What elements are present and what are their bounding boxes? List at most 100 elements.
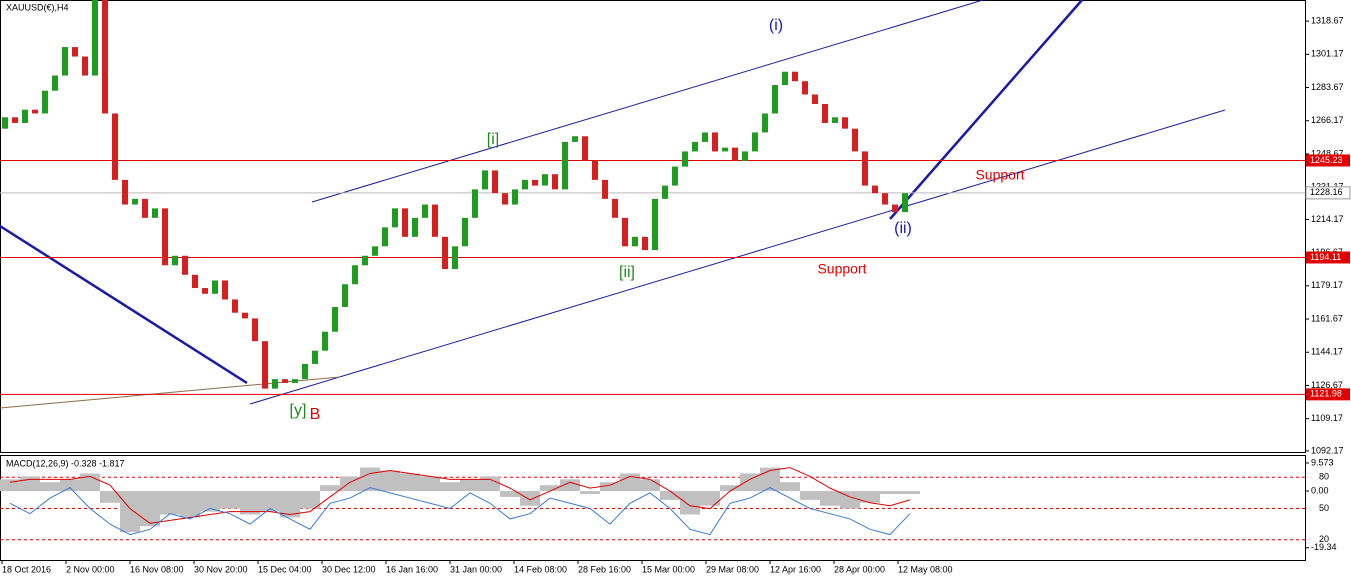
- candle: [382, 227, 388, 247]
- indicator-title: MACD(12,26,9) -0.328 -1.817: [6, 458, 125, 468]
- y-tick-label: 9.573: [1311, 457, 1334, 467]
- candle: [602, 179, 608, 199]
- y-tick-label: 1144.17: [1311, 347, 1343, 357]
- x-tick-label: 18 Oct 2016: [2, 564, 51, 574]
- macd-bar: [60, 479, 80, 492]
- candle: [712, 132, 718, 152]
- candle: [832, 117, 838, 123]
- candle: [152, 208, 158, 218]
- candle: [622, 217, 628, 247]
- candle: [232, 299, 238, 313]
- candle: [92, 0, 98, 76]
- x-tick-label: 12 May 08:00: [898, 564, 953, 574]
- candle: [162, 208, 168, 266]
- candle: [752, 132, 758, 152]
- annotation: [i]: [487, 131, 499, 148]
- macd-bar: [120, 491, 140, 533]
- y-tick-label: 1161.67: [1311, 313, 1343, 323]
- annotation: [y]: [290, 402, 307, 419]
- candle: [882, 193, 888, 205]
- annotation: Support: [817, 261, 866, 277]
- macd-bar: [420, 476, 440, 492]
- candle: [722, 147, 728, 152]
- candle: [432, 204, 438, 237]
- macd-bar: [400, 473, 420, 492]
- x-tick-label: 30 Dec 12:00: [322, 564, 376, 574]
- candle: [342, 284, 348, 308]
- candle: [452, 246, 458, 270]
- candle: [212, 280, 218, 294]
- macd-bar: [320, 485, 340, 492]
- candle: [812, 94, 818, 104]
- candle: [892, 204, 898, 213]
- candle: [362, 255, 368, 266]
- candle: [282, 379, 288, 383]
- candle: [582, 136, 588, 161]
- annotation: [ii]: [619, 264, 635, 281]
- candle: [502, 193, 508, 205]
- candle: [592, 160, 598, 180]
- candle: [302, 363, 308, 380]
- level-label: 1245.23: [1310, 155, 1343, 165]
- candle: [482, 170, 488, 190]
- candle: [322, 331, 328, 351]
- macd-bar: [480, 476, 500, 492]
- candle: [272, 379, 278, 389]
- macd-bar: [620, 473, 640, 492]
- macd-bar: [220, 491, 240, 509]
- osc-tick-label: 80: [1319, 472, 1329, 482]
- candle: [872, 185, 878, 194]
- symbol-title: XAUUSD(€),H4: [6, 2, 69, 12]
- candle: [542, 174, 548, 186]
- candle: [802, 81, 808, 95]
- macd-bar: [800, 491, 820, 500]
- candle: [522, 179, 528, 190]
- candle: [112, 113, 118, 180]
- candle: [462, 217, 468, 247]
- y-tick-label: -19.34: [1311, 542, 1337, 552]
- candle: [532, 179, 538, 186]
- y-tick-label: 1301.17: [1311, 49, 1344, 59]
- candle: [672, 166, 678, 186]
- candle: [332, 307, 338, 332]
- candle: [572, 136, 578, 142]
- macd-bar: [380, 470, 400, 492]
- x-tick-label: 15 Dec 04:00: [258, 564, 312, 574]
- macd-bar: [600, 482, 620, 492]
- candle: [772, 85, 778, 114]
- y-tick-label: 1092.17: [1311, 445, 1344, 455]
- macd-bar: [760, 467, 780, 492]
- macd-bar: [340, 476, 360, 492]
- candle: [652, 198, 658, 251]
- candle: [642, 236, 648, 251]
- macd-bar: [80, 473, 100, 492]
- candle: [562, 141, 568, 190]
- y-tick-label: 0.00: [1311, 485, 1329, 495]
- level-box: [1306, 154, 1350, 167]
- y-tick-label: 1214.17: [1311, 214, 1344, 224]
- macd-bar: [540, 485, 560, 492]
- channel-upper: [311, 0, 984, 203]
- level-box: [1306, 388, 1350, 401]
- candle: [702, 132, 708, 142]
- candle: [782, 71, 788, 86]
- macd-bar: [880, 491, 900, 494]
- x-tick-label: 28 Apr 00:00: [834, 564, 885, 574]
- candle: [82, 56, 88, 76]
- y-tick-label: 1266.17: [1311, 115, 1344, 125]
- macd-bar: [900, 491, 920, 494]
- macd-bar: [140, 491, 160, 527]
- candle: [122, 179, 128, 205]
- macd-bar: [0, 479, 20, 492]
- candle: [472, 189, 478, 218]
- macd-bar: [280, 491, 300, 518]
- candle: [402, 208, 408, 237]
- x-tick-label: 31 Jan 00:00: [450, 564, 502, 574]
- candle: [442, 236, 448, 270]
- macd-bar: [240, 491, 260, 515]
- x-tick-label: 2 Nov 00:00: [66, 564, 115, 574]
- level-box: [1306, 251, 1350, 264]
- candle: [552, 174, 558, 190]
- macd-bar: [180, 491, 200, 518]
- current-price-box: [1305, 186, 1351, 200]
